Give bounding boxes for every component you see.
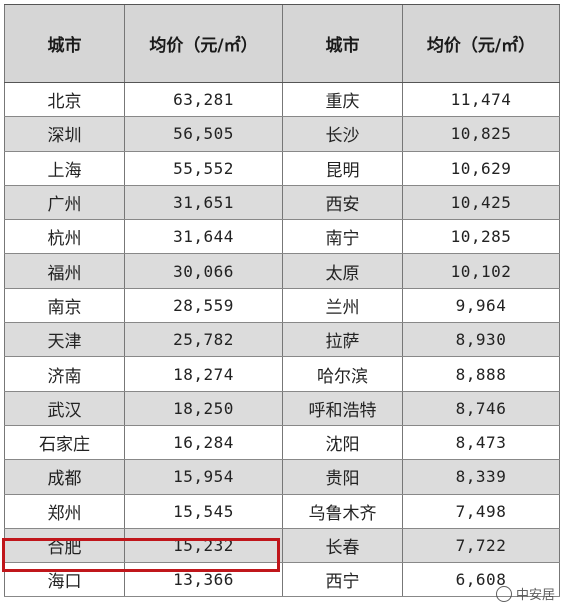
city-cell: 重庆 <box>283 83 403 117</box>
price-cell: 16,284 <box>125 425 283 460</box>
table-row: 上海 55,552 昆明 10,629 <box>4 151 560 186</box>
price-cell: 25,782 <box>125 323 283 357</box>
price-cell: 11,474 <box>403 83 560 117</box>
price-cell: 63,281 <box>125 83 283 117</box>
price-cell: 28,559 <box>125 288 283 323</box>
price-cell: 7,498 <box>403 494 560 528</box>
city-cell: 西宁 <box>283 563 403 597</box>
price-cell: 15,232 <box>125 528 283 563</box>
city-cell: 沈阳 <box>283 425 403 460</box>
table-row: 济南 18,274 哈尔滨 8,888 <box>4 357 560 392</box>
city-cell: 广州 <box>4 185 125 220</box>
price-cell: 31,651 <box>125 185 283 220</box>
chat-bubble-icon <box>495 585 512 602</box>
header-city-2: 城市 <box>283 5 403 82</box>
city-cell: 北京 <box>4 83 125 117</box>
city-cell: 兰州 <box>283 288 403 323</box>
header-price-1: 均价（元/㎡） <box>125 5 283 82</box>
city-cell: 武汉 <box>4 391 125 425</box>
table-row: 郑州 15,545 乌鲁木齐 7,498 <box>4 494 560 529</box>
city-cell: 天津 <box>4 323 125 357</box>
price-cell: 8,339 <box>403 460 560 494</box>
city-cell: 呼和浩特 <box>283 391 403 425</box>
watermark-text: 中安居 <box>515 588 555 603</box>
city-cell: 深圳 <box>4 117 125 151</box>
city-cell: 成都 <box>4 460 125 494</box>
city-cell: 贵阳 <box>283 460 403 494</box>
table-row: 武汉 18,250 呼和浩特 8,746 <box>4 391 560 426</box>
price-cell: 10,285 <box>403 220 560 254</box>
city-cell: 石家庄 <box>4 425 125 460</box>
table-row: 海口 13,366 西宁 6,608 <box>4 563 560 598</box>
header-price-2: 均价（元/㎡） <box>403 5 560 82</box>
city-cell: 南京 <box>4 288 125 323</box>
table-body: 北京 63,281 重庆 11,474 深圳 56,505 长沙 10,825 上海 55,552… <box>4 83 560 598</box>
price-cell: 15,954 <box>125 460 283 494</box>
price-cell: 15,545 <box>125 494 283 528</box>
city-cell: 合肥 <box>4 528 125 563</box>
table-header-row: 城市 均价（元/㎡） 城市 均价（元/㎡） <box>4 4 560 83</box>
price-cell: 31,644 <box>125 220 283 254</box>
city-cell: 南宁 <box>283 220 403 254</box>
table-row: 成都 15,954 贵阳 8,339 <box>4 460 560 495</box>
city-cell: 长春 <box>283 528 403 563</box>
price-cell: 10,425 <box>403 185 560 220</box>
city-cell: 西安 <box>283 185 403 220</box>
table-row: 福州 30,066 太原 10,102 <box>4 254 560 289</box>
table-row: 天津 25,782 拉萨 8,930 <box>4 323 560 358</box>
table-row: 深圳 56,505 长沙 10,825 <box>4 117 560 152</box>
price-cell: 9,964 <box>403 288 560 323</box>
price-cell: 18,250 <box>125 391 283 425</box>
city-cell: 长沙 <box>283 117 403 151</box>
table-row: 合肥 15,232 长春 7,722 <box>4 528 560 564</box>
price-cell: 10,825 <box>403 117 560 151</box>
table-row: 南京 28,559 兰州 9,964 <box>4 288 560 324</box>
city-cell: 上海 <box>4 151 125 185</box>
price-cell: 10,102 <box>403 254 560 288</box>
price-cell: 8,930 <box>403 323 560 357</box>
price-cell: 7,722 <box>403 528 560 563</box>
price-cell: 13,366 <box>125 563 283 597</box>
header-city-1: 城市 <box>4 5 125 82</box>
city-cell: 郑州 <box>4 494 125 528</box>
city-cell: 海口 <box>4 563 125 597</box>
price-cell: 56,505 <box>125 117 283 151</box>
table-row: 广州 31,651 西安 10,425 <box>4 185 560 221</box>
price-cell: 30,066 <box>125 254 283 288</box>
table-row: 北京 63,281 重庆 11,474 <box>4 83 560 118</box>
price-cell: 6,608 <box>403 563 560 597</box>
city-cell: 拉萨 <box>283 323 403 357</box>
city-cell: 杭州 <box>4 220 125 254</box>
watermark: 中安居 <box>495 584 555 603</box>
city-cell: 济南 <box>4 357 125 391</box>
city-cell: 哈尔滨 <box>283 357 403 391</box>
price-cell: 8,473 <box>403 425 560 460</box>
table-row: 杭州 31,644 南宁 10,285 <box>4 220 560 255</box>
city-cell: 太原 <box>283 254 403 288</box>
price-cell: 55,552 <box>125 151 283 185</box>
city-cell: 乌鲁木齐 <box>283 494 403 528</box>
price-cell: 18,274 <box>125 357 283 391</box>
price-cell: 8,888 <box>403 357 560 391</box>
price-cell: 10,629 <box>403 151 560 185</box>
price-cell: 8,746 <box>403 391 560 425</box>
city-cell: 福州 <box>4 254 125 288</box>
price-table: 城市 均价（元/㎡） 城市 均价（元/㎡） 北京 63,281 重庆 11,474 深圳… <box>4 4 560 598</box>
city-cell: 昆明 <box>283 151 403 185</box>
table-row: 石家庄 16,284 沈阳 8,473 <box>4 425 560 461</box>
